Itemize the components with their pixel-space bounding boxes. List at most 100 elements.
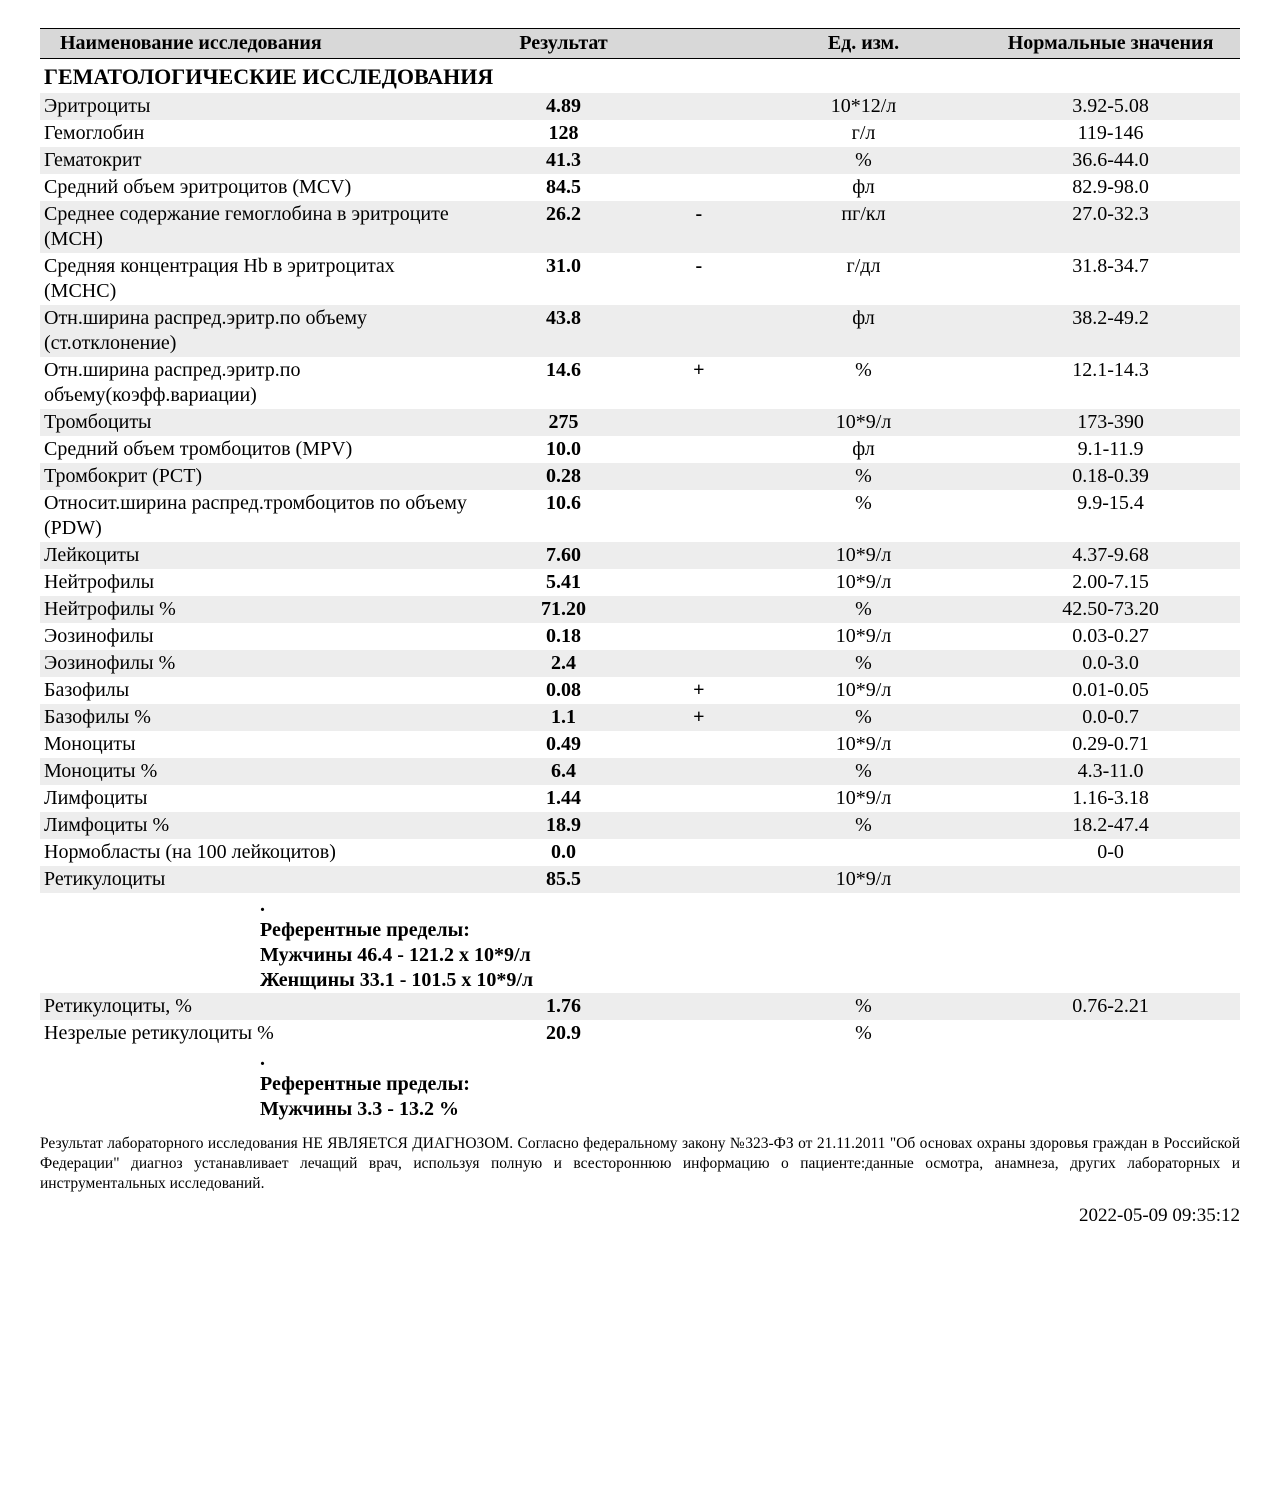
header-result: Результат (475, 29, 651, 59)
section-title-row: ГЕМАТОЛОГИЧЕСКИЕ ИССЛЕДОВАНИЯ (40, 59, 1240, 93)
header-unit: Ед. изм. (746, 29, 981, 59)
table-row: Гемоглобин128г/л119-146 (40, 120, 1240, 147)
cell-flag (652, 993, 746, 1020)
cell-flag (652, 758, 746, 785)
table-row: Относит.ширина распред.тромбоцитов по об… (40, 490, 1240, 542)
cell-result: 31.0 (475, 253, 651, 305)
lab-results-table: Наименование исследования Результат Ед. … (40, 28, 1240, 1122)
cell-norm (981, 866, 1240, 893)
cell-flag (652, 305, 746, 357)
cell-flag (652, 866, 746, 893)
cell-norm (981, 1020, 1240, 1047)
cell-norm: 0.29-0.71 (981, 731, 1240, 758)
header-norm: Нормальные значения (981, 29, 1240, 59)
table-row: Средний объем эритроцитов (MCV)84.5фл82.… (40, 174, 1240, 201)
cell-name: Гематокрит (40, 147, 475, 174)
cell-norm: 4.3-11.0 (981, 758, 1240, 785)
cell-name: Тромбоциты (40, 409, 475, 436)
cell-flag (652, 1020, 746, 1047)
cell-norm: 42.50-73.20 (981, 596, 1240, 623)
cell-flag (652, 463, 746, 490)
disclaimer-text: Результат лабораторного исследования НЕ … (40, 1134, 1240, 1194)
table-row: Лимфоциты1.4410*9/л1.16-3.18 (40, 785, 1240, 812)
cell-name: Ретикулоциты (40, 866, 475, 893)
cell-unit: 10*9/л (746, 866, 981, 893)
table-row: Тромбоциты27510*9/л173-390 (40, 409, 1240, 436)
cell-unit: 10*9/л (746, 731, 981, 758)
cell-flag: - (652, 253, 746, 305)
table-row: Эритроциты4.8910*12/л3.92-5.08 (40, 93, 1240, 120)
cell-norm: 119-146 (981, 120, 1240, 147)
note-line: Референтные пределы: (40, 1072, 1240, 1097)
cell-flag (652, 650, 746, 677)
table-row: Средний объем тромбоцитов (MPV)10.0фл9.1… (40, 436, 1240, 463)
cell-norm: 82.9-98.0 (981, 174, 1240, 201)
cell-norm: 0.0-0.7 (981, 704, 1240, 731)
cell-flag (652, 596, 746, 623)
cell-result: 41.3 (475, 147, 651, 174)
cell-name: Средний объем тромбоцитов (MPV) (40, 436, 475, 463)
cell-flag (652, 785, 746, 812)
cell-unit: % (746, 704, 981, 731)
cell-unit: пг/кл (746, 201, 981, 253)
cell-flag (652, 436, 746, 463)
cell-unit: фл (746, 436, 981, 463)
cell-name: Средний объем эритроцитов (MCV) (40, 174, 475, 201)
table-row: Лимфоциты %18.9%18.2-47.4 (40, 812, 1240, 839)
cell-unit: % (746, 650, 981, 677)
cell-norm: 2.00-7.15 (981, 569, 1240, 596)
cell-unit: г/л (746, 120, 981, 147)
cell-unit: % (746, 812, 981, 839)
cell-unit: 10*9/л (746, 785, 981, 812)
cell-result: 0.08 (475, 677, 651, 704)
cell-result: 275 (475, 409, 651, 436)
table-row: Эозинофилы0.1810*9/л0.03-0.27 (40, 623, 1240, 650)
cell-unit: 10*12/л (746, 93, 981, 120)
cell-name: Лимфоциты (40, 785, 475, 812)
table-row: Базофилы0.08+10*9/л0.01-0.05 (40, 677, 1240, 704)
header-flag (652, 29, 746, 59)
cell-flag (652, 812, 746, 839)
cell-unit: % (746, 147, 981, 174)
cell-unit: 10*9/л (746, 677, 981, 704)
cell-flag (652, 147, 746, 174)
cell-norm: 36.6-44.0 (981, 147, 1240, 174)
table-row: Нейтрофилы5.4110*9/л2.00-7.15 (40, 569, 1240, 596)
cell-flag (652, 542, 746, 569)
cell-norm: 0.18-0.39 (981, 463, 1240, 490)
table-row: Моноциты %6.4%4.3-11.0 (40, 758, 1240, 785)
cell-result: 84.5 (475, 174, 651, 201)
cell-name: Среднее содержание гемоглобина в эритроц… (40, 201, 475, 253)
cell-flag (652, 490, 746, 542)
cell-result: 2.4 (475, 650, 651, 677)
cell-norm: 0.0-3.0 (981, 650, 1240, 677)
cell-flag: - (652, 201, 746, 253)
table-row: Отн.ширина распред.эритр.по объему (ст.о… (40, 305, 1240, 357)
note-dot-1: . (40, 893, 1240, 918)
cell-result: 10.0 (475, 436, 651, 463)
cell-result: 18.9 (475, 812, 651, 839)
cell-flag (652, 731, 746, 758)
cell-name: Моноциты (40, 731, 475, 758)
table-row: Гематокрит41.3%36.6-44.0 (40, 147, 1240, 174)
cell-unit: 10*9/л (746, 542, 981, 569)
cell-unit: 10*9/л (746, 623, 981, 650)
table-row: Моноциты0.49 10*9/л0.29-0.71 (40, 731, 1240, 758)
cell-name: Ретикулоциты, % (40, 993, 475, 1020)
table-row: Незрелые ретикулоциты %20.9% (40, 1020, 1240, 1047)
cell-result: 0.49 (475, 731, 651, 758)
header-name: Наименование исследования (40, 29, 475, 59)
cell-unit: % (746, 490, 981, 542)
cell-name: Эозинофилы (40, 623, 475, 650)
note-line: Женщины 33.1 - 101.5 х 10*9/л (40, 968, 1240, 993)
cell-unit: % (746, 463, 981, 490)
cell-name: Тромбокрит (PCT) (40, 463, 475, 490)
table-row: Базофилы %1.1+%0.0-0.7 (40, 704, 1240, 731)
cell-flag: + (652, 704, 746, 731)
cell-norm: 31.8-34.7 (981, 253, 1240, 305)
cell-name: Эозинофилы % (40, 650, 475, 677)
cell-name: Средняя концентрация Hb в эритроцитах (M… (40, 253, 475, 305)
cell-norm: 173-390 (981, 409, 1240, 436)
cell-flag (652, 120, 746, 147)
cell-result: 4.89 (475, 93, 651, 120)
